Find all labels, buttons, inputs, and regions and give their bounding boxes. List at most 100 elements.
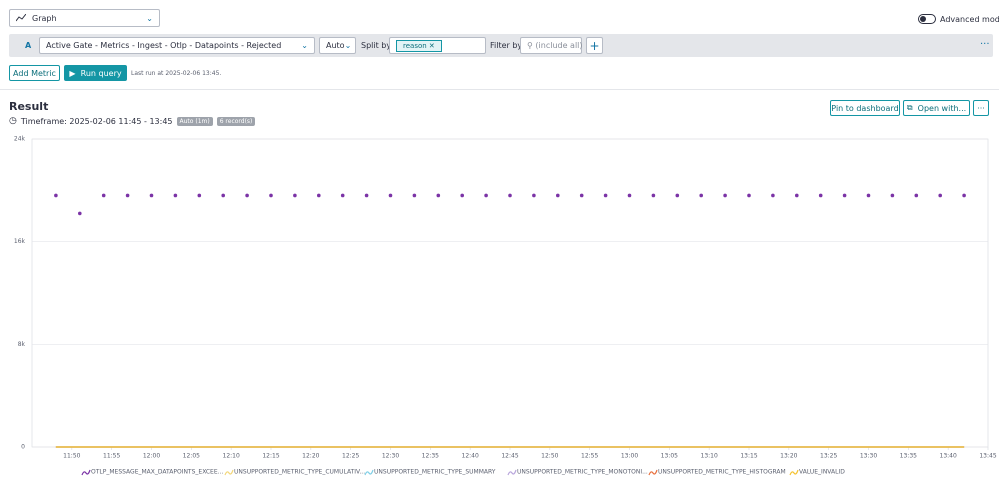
x-tick-label: 12:15 bbox=[262, 453, 279, 460]
run-query-label: Run query bbox=[80, 68, 122, 78]
y-tick-label: 8k bbox=[18, 341, 26, 348]
data-point bbox=[364, 193, 369, 198]
data-point bbox=[795, 193, 799, 198]
data-point bbox=[842, 193, 847, 198]
data-point bbox=[197, 193, 202, 198]
x-tick-label: 13:40 bbox=[940, 453, 957, 460]
data-point bbox=[962, 193, 966, 198]
legend-label: UNSUPPORTED_METRIC_TYPE_HISTOGRAM bbox=[658, 469, 786, 476]
metric-name: Active Gate - Metrics - Ingest - Otlp - … bbox=[46, 41, 282, 50]
x-tick-label: 12:05 bbox=[183, 453, 200, 460]
timeframe: Timeframe: 2025-02-06 11:45 - 13:45 bbox=[20, 116, 173, 126]
x-tick-label: 12:40 bbox=[462, 453, 479, 460]
filter-label: Filter by bbox=[490, 41, 523, 50]
data-point bbox=[221, 193, 225, 198]
data-point bbox=[866, 193, 871, 198]
x-tick-label: 13:25 bbox=[820, 453, 837, 460]
filter-placeholder: (include all) bbox=[535, 41, 583, 50]
advanced-mode: Advanced mode bbox=[940, 15, 999, 24]
split-chip[interactable]: reason ✕ bbox=[396, 39, 442, 52]
data-point bbox=[675, 193, 680, 198]
data-point bbox=[818, 193, 823, 198]
data-point bbox=[149, 193, 154, 198]
data-point bbox=[484, 193, 488, 198]
open-with[interactable]: ⧉ Open with... bbox=[903, 100, 970, 116]
data-point bbox=[101, 193, 106, 198]
x-tick-label: 12:30 bbox=[382, 453, 399, 460]
aggregation-select[interactable]: Auto ⌄ bbox=[319, 37, 356, 54]
data-point bbox=[556, 193, 560, 198]
open-with-label: Open with... bbox=[917, 103, 967, 113]
legend-label: UNSUPPORTED_METRIC_TYPE_SUMMARY bbox=[374, 469, 496, 476]
data-point bbox=[412, 193, 417, 198]
last-run: Last run at 2025-02-06 13:45. bbox=[131, 70, 222, 77]
toggle[interactable] bbox=[918, 14, 936, 24]
add-metric[interactable]: Add Metric bbox=[9, 65, 60, 81]
legend-swatch bbox=[81, 469, 91, 476]
split-value: reason bbox=[403, 41, 427, 50]
filter-input[interactable]: ⚲ (include all) bbox=[520, 37, 583, 54]
data-point bbox=[388, 193, 393, 198]
legend-swatch bbox=[507, 469, 517, 476]
x-tick-label: 13:10 bbox=[701, 453, 718, 460]
timeframe-row: ◷ Timeframe: 2025-02-06 11:45 - 13:45 Aut… bbox=[9, 116, 256, 126]
query-letter: A bbox=[25, 41, 32, 50]
data-point bbox=[603, 193, 608, 198]
data-point bbox=[938, 193, 942, 198]
pin-to-dashboard[interactable]: Pin to dashboard bbox=[830, 100, 900, 116]
data-point bbox=[245, 193, 249, 198]
x-tick-label: 12:10 bbox=[223, 453, 240, 460]
legend-swatch bbox=[364, 469, 374, 476]
x-tick-label: 13:35 bbox=[900, 453, 917, 460]
legend-swatch bbox=[648, 469, 658, 476]
data-point bbox=[651, 193, 656, 198]
aggregation: Auto bbox=[326, 41, 345, 50]
data-point bbox=[579, 193, 584, 198]
y-tick-label: 16k bbox=[14, 238, 26, 245]
chevron: ⌄ bbox=[146, 13, 153, 23]
legend-label: UNSUPPORTED_METRIC_TYPE_MONOTONI... bbox=[517, 469, 648, 476]
add-filter[interactable]: + bbox=[586, 37, 603, 54]
divider bbox=[0, 89, 999, 90]
data-point bbox=[747, 193, 751, 198]
legend-swatch bbox=[224, 469, 234, 476]
legend-label: UNSUPPORTED_METRIC_TYPE_CUMULATIV... bbox=[234, 469, 365, 476]
data-point bbox=[293, 193, 297, 198]
y-tick-label: 24k bbox=[14, 136, 26, 143]
x-tick-label: 13:15 bbox=[740, 453, 757, 460]
resolution: Auto (1m) bbox=[176, 116, 213, 126]
run-query[interactable]: ▶ Run query bbox=[64, 65, 127, 81]
data-point bbox=[436, 193, 441, 198]
data-point bbox=[627, 193, 632, 198]
result-title: Result bbox=[9, 100, 49, 113]
visualization-select[interactable]: Graph ⌄ bbox=[9, 9, 160, 27]
more[interactable]: ··· bbox=[980, 39, 990, 50]
y-tick-label: 0 bbox=[21, 444, 25, 451]
result-more[interactable]: ··· bbox=[973, 100, 989, 116]
split-label: Split by bbox=[361, 41, 392, 50]
split-input[interactable]: reason ✕ bbox=[389, 37, 486, 54]
x-tick-label: 13:45 bbox=[979, 453, 996, 460]
data-point bbox=[723, 193, 727, 198]
data-point bbox=[269, 193, 273, 198]
data-point bbox=[890, 193, 895, 198]
data-point bbox=[54, 193, 58, 198]
data-point bbox=[340, 193, 345, 198]
data-point bbox=[914, 193, 919, 198]
data-point bbox=[125, 193, 130, 198]
data-point bbox=[173, 193, 178, 198]
data-point bbox=[771, 193, 775, 198]
legend-label: OTLP_MESSAGE_MAX_DATAPOINTS_EXCEE... bbox=[91, 469, 223, 476]
x-tick-label: 12:55 bbox=[581, 453, 598, 460]
x-tick-label: 13:30 bbox=[860, 453, 877, 460]
x-tick-label: 11:55 bbox=[103, 453, 120, 460]
x-tick-label: 12:45 bbox=[501, 453, 518, 460]
legend-label: VALUE_INVALID bbox=[799, 469, 845, 476]
data-point bbox=[699, 193, 703, 198]
metric-select[interactable]: Active Gate - Metrics - Ingest - Otlp - … bbox=[39, 37, 315, 54]
x-tick-label: 12:35 bbox=[422, 453, 439, 460]
legend-swatch bbox=[789, 469, 799, 476]
x-tick-label: 12:25 bbox=[342, 453, 359, 460]
